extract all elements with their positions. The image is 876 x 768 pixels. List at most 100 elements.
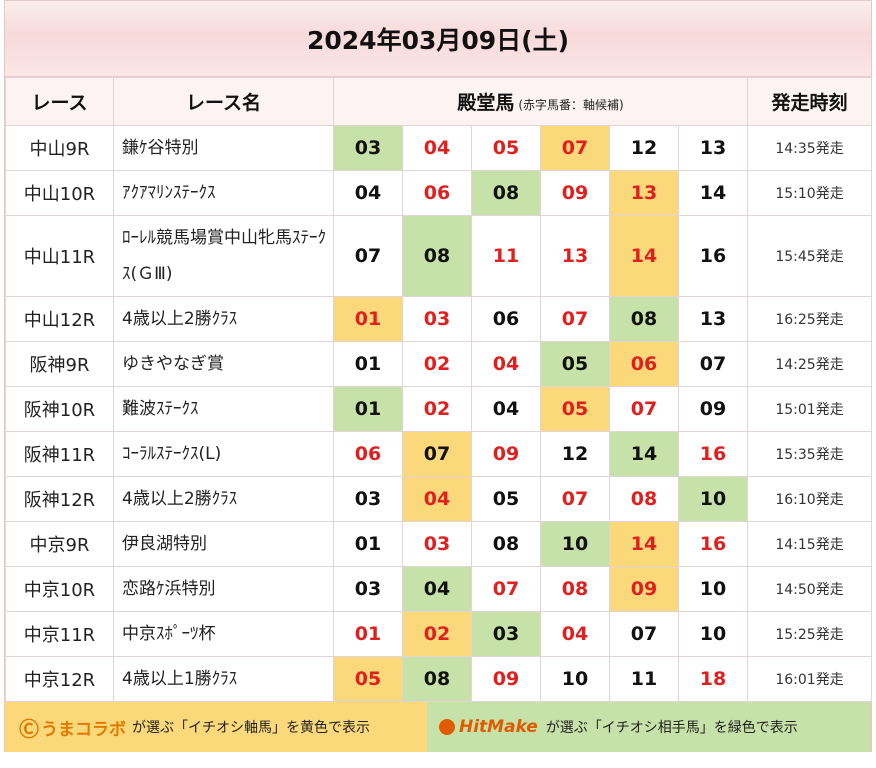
horse-number-cell: 10 (677, 476, 749, 522)
table-row: 阪神10R 難波ｽﾃｰｸｽ 01 02 04 05 07 09 15:01発走 (5, 386, 873, 432)
horse-number-cell: 05 (540, 386, 610, 432)
race-name-cell: 恋路ｹ浜特別 (113, 566, 334, 612)
horse-number-cell: 10 (677, 566, 749, 612)
horse-number-cell: 07 (402, 431, 472, 477)
race-cell: 中京9R (5, 521, 114, 567)
horse-number-cell: 07 (677, 341, 749, 387)
horse-number-cell: 07 (471, 566, 541, 612)
race-name-cell: 鎌ｹ谷特別 (113, 125, 334, 171)
horse-number-cell: 04 (540, 611, 610, 657)
race-table: レース レース名 殿堂馬 (赤字馬番：軸候補) 発走時刻 中山9R 鎌ｹ谷特別 03 0… (5, 77, 873, 702)
legend-yellow-text: が選ぶ「イチオシ軸馬」を黄色で表示 (132, 720, 370, 736)
horse-number-cell: 04 (402, 125, 472, 171)
horse-number-cell: 12 (540, 431, 610, 477)
horse-number-cell: 05 (471, 125, 541, 171)
race-name-cell: ｱｸｱﾏﾘﾝｽﾃｰｸｽ (113, 170, 334, 216)
horse-number-cell: 02 (402, 386, 472, 432)
race-name-cell: 4歳以上1勝ｸﾗｽ (113, 656, 334, 702)
race-cell: 阪神12R (5, 476, 114, 522)
horse-number-cell: 01 (333, 341, 403, 387)
horse-number-cell: 14 (609, 521, 679, 567)
race-name-cell: 4歳以上2勝ｸﾗｽ (113, 476, 334, 522)
horse-number-cell: 18 (677, 656, 749, 702)
horse-number-cell: 08 (471, 521, 541, 567)
horse-number-cell: 04 (333, 170, 403, 216)
table-row: 中山10R ｱｸｱﾏﾘﾝｽﾃｰｸｽ 04 06 08 09 13 14 15:10発走 (5, 170, 873, 216)
horse-number-cell: 02 (402, 341, 472, 387)
horse-number-cell: 08 (402, 215, 472, 297)
hitmake-logo-text: HitMake (459, 717, 538, 737)
horse-number-cell: 10 (540, 656, 610, 702)
race-name-cell: ｺｰﾗﾙｽﾃｰｸｽ(L) (113, 431, 334, 477)
horse-number-cell: 09 (540, 170, 610, 216)
race-name-cell: 4歳以上2勝ｸﾗｽ (113, 296, 334, 342)
start-time-cell: 14:35発走 (747, 125, 873, 171)
horse-number-cell: 01 (333, 296, 403, 342)
start-time-cell: 15:35発走 (747, 431, 873, 477)
horse-number-cell: 12 (609, 125, 679, 171)
table-row: 中山11R ﾛｰﾚﾙ競馬場賞中山牝馬ｽﾃｰｸｽ(ＧⅢ) 07 08 11 13 14 16 15… (5, 215, 873, 297)
start-time-cell: 15:45発走 (747, 215, 873, 297)
table-header-row: レース レース名 殿堂馬 (赤字馬番：軸候補) 発走時刻 (5, 77, 873, 126)
horse-number-cell: 13 (677, 296, 749, 342)
horse-number-cell: 03 (333, 566, 403, 612)
horse-number-cell: 08 (471, 170, 541, 216)
header-race-name: レース名 (113, 77, 334, 126)
race-cell: 阪神11R (5, 431, 114, 477)
horse-number-cell: 06 (333, 431, 403, 477)
race-cell: 中山12R (5, 296, 114, 342)
horse-number-cell: 16 (677, 521, 749, 567)
horse-number-cell: 04 (471, 341, 541, 387)
race-cell: 中京12R (5, 656, 114, 702)
horse-number-cell: 08 (609, 476, 679, 522)
horse-number-cell: 05 (333, 656, 403, 702)
race-cell: 阪神10R (5, 386, 114, 432)
start-time-cell: 14:50発走 (747, 566, 873, 612)
start-time-cell: 15:01発走 (747, 386, 873, 432)
start-time-cell: 14:15発走 (747, 521, 873, 567)
horse-number-cell: 10 (677, 611, 749, 657)
race-cell: 中京11R (5, 611, 114, 657)
horse-number-cell: 09 (471, 431, 541, 477)
race-cell: 中山11R (5, 215, 114, 297)
race-name-cell: 中京ｽﾎﾟｰﾂ杯 (113, 611, 334, 657)
table-row: 中京12R 4歳以上1勝ｸﾗｽ 05 08 09 10 11 18 16:01発走 (5, 656, 873, 702)
horse-number-cell: 03 (333, 125, 403, 171)
horse-number-cell: 01 (333, 386, 403, 432)
race-name-cell: ﾛｰﾚﾙ競馬場賞中山牝馬ｽﾃｰｸｽ(ＧⅢ) (113, 215, 334, 297)
race-cell: 阪神9R (5, 341, 114, 387)
horse-number-cell: 05 (471, 476, 541, 522)
start-time-cell: 16:10発走 (747, 476, 873, 522)
horse-number-cell: 07 (333, 215, 403, 297)
horse-number-cell: 07 (540, 476, 610, 522)
horse-number-cell: 03 (471, 611, 541, 657)
table-row: 中京11R 中京ｽﾎﾟｰﾂ杯 01 02 03 04 07 10 15:25発走 (5, 611, 873, 657)
table-row: 中山9R 鎌ｹ谷特別 03 04 05 07 12 13 14:35発走 (5, 125, 873, 171)
horse-number-cell: 08 (402, 656, 472, 702)
table-row: 中山12R 4歳以上2勝ｸﾗｽ 01 03 06 07 08 13 16:25発走 (5, 296, 873, 342)
horse-number-cell: 07 (609, 386, 679, 432)
race-name-cell: 難波ｽﾃｰｸｽ (113, 386, 334, 432)
start-time-cell: 16:25発走 (747, 296, 873, 342)
horse-number-cell: 13 (540, 215, 610, 297)
start-time-cell: 15:25発走 (747, 611, 873, 657)
table-row: 阪神9R ゆきやなぎ賞 01 02 04 05 06 07 14:25発走 (5, 341, 873, 387)
start-time-cell: 15:10発走 (747, 170, 873, 216)
horse-number-cell: 02 (402, 611, 472, 657)
header-horses-label: 殿堂馬 (457, 92, 515, 114)
race-name-cell: 伊良湖特別 (113, 521, 334, 567)
horse-number-cell: 11 (609, 656, 679, 702)
horse-number-cell: 08 (540, 566, 610, 612)
horse-number-cell: 04 (402, 566, 472, 612)
horse-number-cell: 14 (609, 431, 679, 477)
horse-number-cell: 07 (540, 125, 610, 171)
horse-number-cell: 13 (609, 170, 679, 216)
horse-number-cell: 08 (609, 296, 679, 342)
legend-green-text: が選ぶ「イチオシ相手馬」を緑色で表示 (545, 720, 798, 736)
race-cell: 中京10R (5, 566, 114, 612)
horse-number-cell: 05 (540, 341, 610, 387)
umacollabo-logo-icon: Ⓒ (19, 716, 39, 741)
header-horses: 殿堂馬 (赤字馬番：軸候補) (332, 77, 749, 126)
horse-number-cell: 04 (402, 476, 472, 522)
horse-number-cell: 14 (609, 215, 679, 297)
